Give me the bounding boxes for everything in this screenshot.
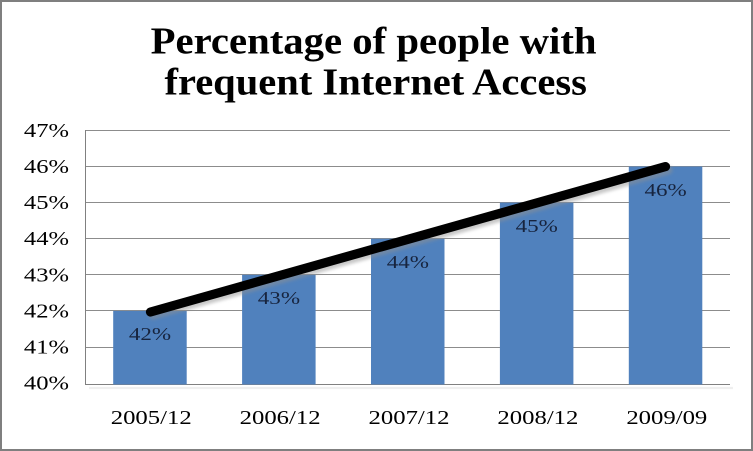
svg-text:42%: 42% [24,300,69,322]
svg-text:2008/12: 2008/12 [497,406,578,428]
svg-text:46%: 46% [644,181,686,200]
svg-text:45%: 45% [24,191,69,213]
svg-text:Percentage of people with: Percentage of people with [151,20,597,62]
svg-text:2009/09: 2009/09 [626,406,707,428]
svg-text:44%: 44% [24,227,69,249]
svg-text:47%: 47% [24,119,69,141]
svg-text:44%: 44% [387,253,429,272]
svg-text:2005/12: 2005/12 [111,406,192,428]
svg-text:41%: 41% [24,336,69,358]
svg-text:frequent Internet Access: frequent Internet Access [164,62,587,104]
svg-text:42%: 42% [129,325,171,344]
svg-text:40%: 40% [24,372,69,394]
svg-text:43%: 43% [258,289,300,308]
svg-text:2007/12: 2007/12 [369,406,450,428]
svg-text:43%: 43% [24,263,69,285]
svg-text:46%: 46% [24,155,69,177]
svg-text:45%: 45% [516,217,558,236]
svg-text:2006/12: 2006/12 [240,406,321,428]
